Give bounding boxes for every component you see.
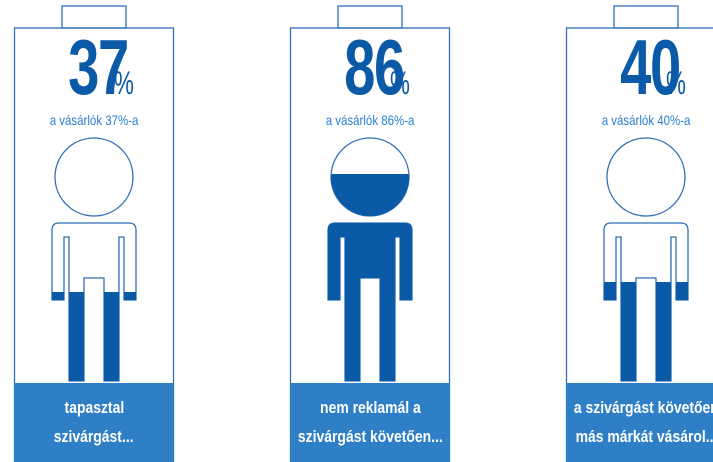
percent-number: 86 (344, 23, 406, 111)
percent-value: 37% (14, 28, 174, 106)
caption-line-1: nem reklamál a (290, 398, 450, 418)
caption-line-2: más márkát vásárol... (566, 427, 713, 447)
caption-line-2-text: más márkát vásárol... (575, 427, 713, 446)
percent-value: 86% (290, 28, 450, 106)
person-icon (327, 137, 413, 382)
caption-line-1: tapasztal (14, 398, 174, 418)
battery-outline-1 (13, 5, 175, 462)
subtitle: a vásárlók 37%-a (14, 112, 174, 128)
caption-box: a szivárgást követően más márkát vásárol… (566, 383, 713, 462)
percent-sign: % (114, 65, 135, 101)
caption-line-2-text: szivárgást követően... (297, 427, 443, 446)
caption-box: nem reklamál a szivárgást követően... (290, 383, 450, 462)
stat-card-1: 37% a vásárlók 37%-a tapasztal szivárgás… (13, 0, 175, 462)
person-icon (51, 137, 137, 382)
person-icon (603, 137, 689, 382)
caption-line-1-text: nem reklamál a (319, 398, 421, 417)
caption-line-2: szivárgást követően... (290, 427, 450, 447)
battery-outline-3 (565, 5, 713, 462)
percent-number: 40 (620, 23, 682, 111)
stat-card-2: 86% a vásárlók 86%-a nem reklamál a sziv… (289, 0, 451, 462)
percent-number: 37 (68, 23, 130, 111)
caption-line-2-text: szivárgást... (54, 427, 134, 446)
percent-sign: % (666, 65, 687, 101)
subtitle-text: a vásárlók 40%-a (601, 112, 691, 128)
battery-outline-2 (289, 5, 451, 462)
caption-line-2: szivárgást... (14, 427, 174, 447)
caption-line-1-text: tapasztal (64, 398, 124, 417)
subtitle: a vásárlók 40%-a (566, 112, 713, 128)
caption-line-1-text: a szivárgást követően (573, 398, 713, 417)
percent-value: 40% (566, 28, 713, 106)
percent-sign: % (390, 65, 411, 101)
caption-box: tapasztal szivárgást... (14, 383, 174, 462)
subtitle-text: a vásárlók 37%-a (49, 112, 139, 128)
caption-line-1: a szivárgást követően (566, 398, 713, 418)
subtitle-text: a vásárlók 86%-a (325, 112, 415, 128)
subtitle: a vásárlók 86%-a (290, 112, 450, 128)
stat-card-3: 40% a vásárlók 40%-a a szivárgást követő… (565, 0, 713, 462)
